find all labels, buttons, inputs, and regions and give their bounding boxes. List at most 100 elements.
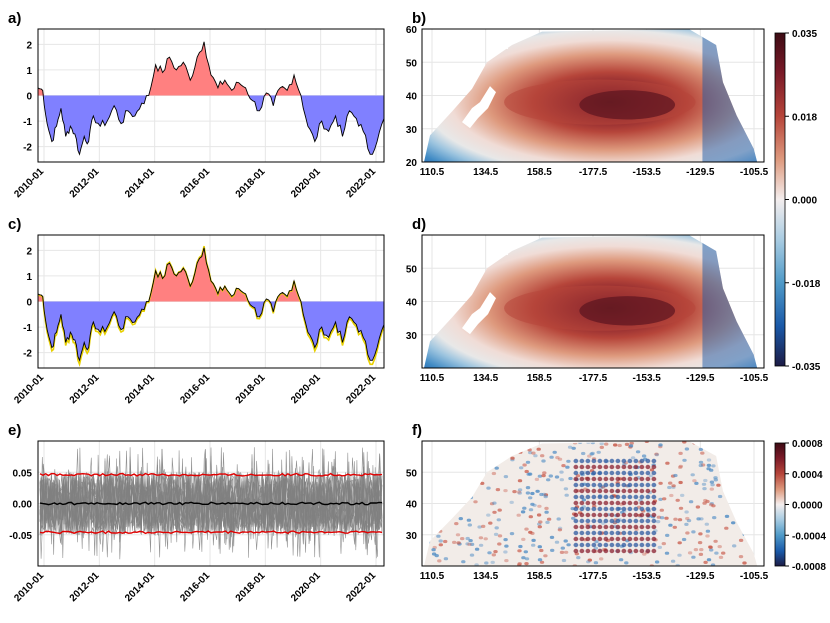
noise-blob bbox=[658, 481, 663, 485]
noise-blob bbox=[463, 456, 469, 460]
noise-blob bbox=[688, 500, 694, 504]
x-tick-label: 2016-01 bbox=[178, 166, 212, 200]
noise-stripe bbox=[645, 518, 651, 524]
noise-stripe bbox=[573, 470, 579, 476]
noise-stripe bbox=[621, 506, 627, 512]
noise-stripe bbox=[633, 524, 639, 530]
noise-blob bbox=[618, 558, 624, 562]
colorbar-label: -0.0008 bbox=[792, 562, 826, 573]
noise-blob bbox=[491, 471, 497, 476]
panel-label: b) bbox=[412, 10, 426, 27]
noise-blob bbox=[718, 447, 724, 451]
x-tick-label: -177.5 bbox=[579, 167, 608, 178]
noise-stripe bbox=[609, 542, 615, 548]
noise-stripe bbox=[597, 500, 603, 506]
noise-blob bbox=[523, 550, 528, 554]
noise-stripe bbox=[591, 458, 597, 464]
noise-stripe bbox=[573, 476, 579, 482]
y-tick-label: -1 bbox=[23, 323, 32, 334]
noise-stripe bbox=[609, 530, 615, 536]
panel-label: e) bbox=[8, 422, 21, 439]
noise-blob bbox=[587, 454, 592, 458]
pc-series-line bbox=[37, 247, 385, 362]
noise-blob bbox=[465, 542, 470, 546]
noise-blob bbox=[630, 456, 636, 460]
noise-stripe bbox=[633, 506, 639, 512]
noise-stripe bbox=[597, 536, 603, 542]
noise-blob bbox=[648, 474, 654, 478]
noise-blob bbox=[696, 517, 701, 521]
noise-stripe bbox=[621, 470, 627, 476]
noise-blob bbox=[497, 534, 503, 538]
noise-stripe bbox=[579, 512, 585, 518]
noise-stripe bbox=[633, 548, 639, 554]
noise-blob bbox=[504, 559, 509, 563]
noise-blob bbox=[667, 485, 672, 490]
noise-stripe bbox=[645, 542, 651, 548]
noise-blob bbox=[740, 450, 745, 454]
colorbar-label: 0.0004 bbox=[792, 470, 823, 481]
noise-stripe bbox=[639, 464, 645, 470]
noise-blob bbox=[534, 477, 540, 481]
noise-blob bbox=[581, 451, 586, 456]
noise-stripe bbox=[579, 518, 585, 524]
noise-blob bbox=[742, 561, 747, 565]
noise-stripe bbox=[651, 494, 657, 500]
noise-stripe bbox=[651, 470, 657, 476]
noise-stripe bbox=[585, 542, 591, 548]
noise-blob bbox=[599, 442, 604, 446]
noise-blob bbox=[664, 551, 670, 555]
noise-stripe bbox=[585, 512, 591, 518]
noise-stripe bbox=[579, 488, 585, 494]
noise-stripe bbox=[597, 530, 603, 536]
noise-stripe bbox=[615, 512, 621, 518]
noise-stripe bbox=[609, 482, 615, 488]
noise-stripe bbox=[579, 548, 585, 554]
noise-blob bbox=[563, 487, 569, 491]
noise-blob bbox=[541, 474, 546, 478]
noise-stripe bbox=[639, 548, 645, 554]
noise-blob bbox=[520, 510, 526, 514]
noise-blob bbox=[492, 510, 497, 514]
noise-blob bbox=[707, 444, 712, 449]
y-tick-label: 30 bbox=[406, 331, 418, 342]
noise-stripe bbox=[633, 470, 639, 476]
noise-stripe bbox=[651, 536, 657, 542]
y-tick-label: 0.00 bbox=[13, 500, 33, 511]
noise-blob bbox=[550, 548, 555, 553]
noise-stripe bbox=[633, 464, 639, 470]
noise-stripe bbox=[573, 458, 579, 464]
noise-blob bbox=[659, 516, 665, 520]
noise-blob bbox=[444, 441, 449, 445]
noise-stripe bbox=[639, 488, 645, 494]
noise-stripe bbox=[639, 530, 645, 536]
noise-blob bbox=[735, 447, 741, 451]
noise-stripe bbox=[585, 476, 591, 482]
noise-stripe bbox=[615, 518, 621, 524]
noise-stripe bbox=[597, 518, 603, 524]
noise-blob bbox=[497, 454, 502, 458]
noise-blob bbox=[682, 458, 687, 462]
noise-blob bbox=[722, 465, 728, 469]
noise-blob bbox=[425, 540, 431, 544]
colorbar-label: 0.035 bbox=[792, 29, 817, 40]
noise-blob bbox=[544, 506, 549, 510]
noise-stripe bbox=[609, 548, 615, 554]
noise-blob bbox=[522, 506, 527, 510]
noise-stripe bbox=[651, 548, 657, 554]
noise-stripe bbox=[633, 512, 639, 518]
noise-blob bbox=[473, 500, 478, 504]
noise-stripe bbox=[573, 524, 579, 530]
x-tick-label: -129.5 bbox=[686, 167, 715, 178]
noise-stripe bbox=[603, 506, 609, 512]
noise-stripe bbox=[621, 542, 627, 548]
noise-blob bbox=[571, 446, 576, 450]
x-tick-label: 2016-01 bbox=[178, 570, 212, 604]
noise-blob bbox=[729, 473, 734, 477]
noise-blob bbox=[537, 558, 543, 562]
noise-blob bbox=[695, 505, 701, 509]
noise-stripe bbox=[621, 512, 627, 518]
land-japan bbox=[462, 86, 496, 129]
noise-blob bbox=[705, 534, 710, 538]
noise-blob bbox=[436, 444, 441, 448]
